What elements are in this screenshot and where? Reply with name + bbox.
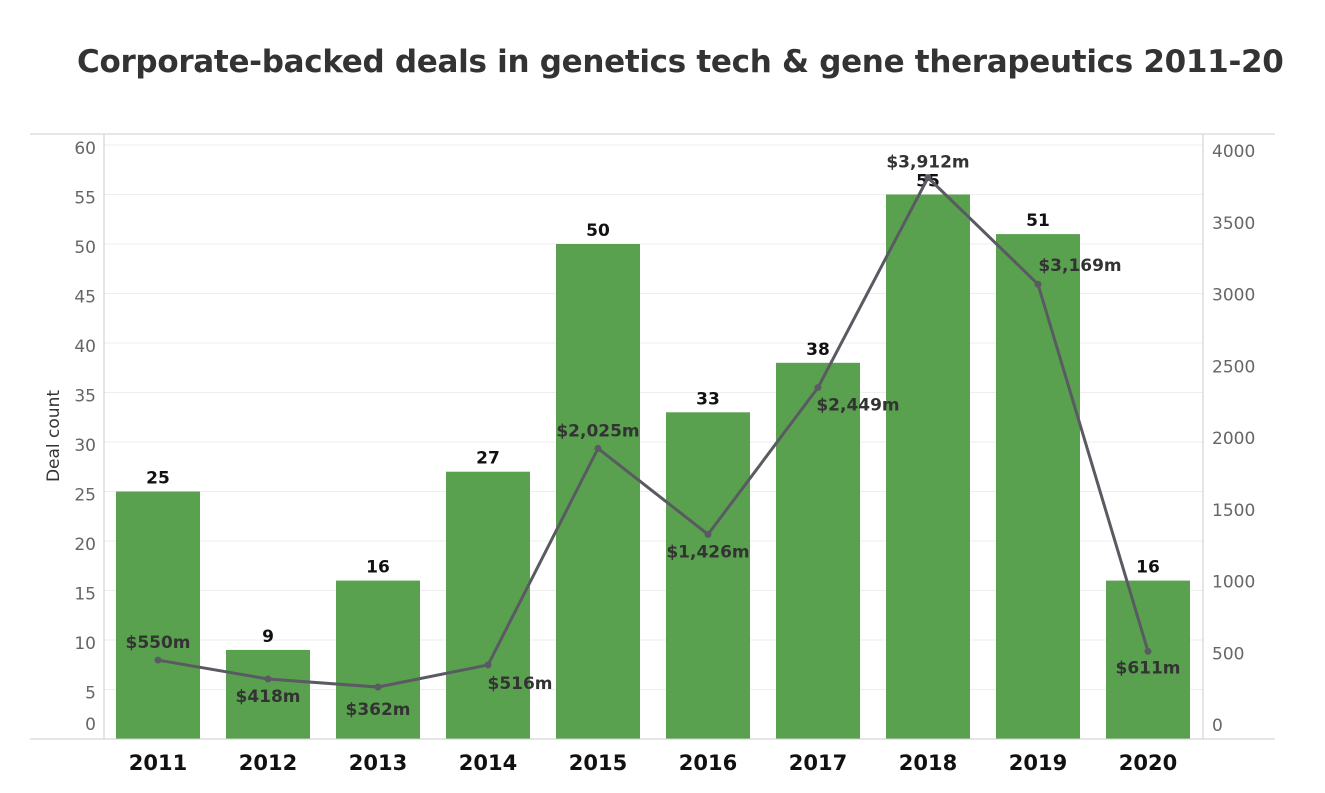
funding-point [484, 661, 492, 669]
x-tick-label: 2011 [129, 751, 187, 775]
y-tick-label: 20 [74, 535, 96, 555]
y2-tick-label: 3500 [1212, 214, 1255, 234]
funding-value-label: $3,169m [1038, 256, 1121, 276]
bar-value-label: 50 [586, 221, 610, 241]
bar [996, 234, 1080, 739]
funding-value-label: $516m [487, 674, 552, 694]
bar [886, 194, 970, 739]
bar-value-label: 38 [806, 340, 830, 360]
y-tick-label: 50 [74, 238, 96, 258]
y-axis-title: Deal count [44, 390, 64, 482]
funding-point [264, 675, 272, 683]
y-tick-label: 30 [74, 436, 96, 456]
funding-point [1144, 647, 1152, 655]
y2-tick-label: 1000 [1212, 573, 1255, 593]
funding-point [814, 384, 822, 392]
bar-value-label: 51 [1026, 211, 1050, 231]
y-tick-label: 55 [74, 189, 96, 209]
bar-value-label: 25 [146, 469, 170, 489]
x-tick-label: 2019 [1009, 751, 1067, 775]
funding-point [924, 174, 932, 182]
x-tick-label: 2020 [1119, 751, 1177, 775]
funding-value-label: $2,025m [556, 421, 639, 441]
funding-point [594, 444, 602, 452]
y-tick-label: 10 [74, 634, 96, 654]
bar-value-label: 27 [476, 449, 500, 469]
bar [1106, 580, 1190, 739]
x-tick-label: 2013 [349, 751, 407, 775]
bar [226, 649, 310, 739]
x-tick-label: 2015 [569, 751, 627, 775]
y-tick-label: 25 [74, 486, 96, 506]
y2-tick-label: 500 [1212, 644, 1244, 664]
y-tick-label: 15 [74, 585, 96, 605]
funding-line [157, 175, 1150, 689]
bar [446, 471, 530, 739]
x-tick-label: 2016 [679, 751, 737, 775]
funding-value-label: $611m [1115, 658, 1180, 678]
y2-tick-label: 0 [1212, 716, 1223, 736]
y2-tick-label: 2000 [1212, 429, 1255, 449]
funding-point [154, 656, 162, 664]
y-tick-label: 35 [74, 387, 96, 407]
bar [556, 244, 640, 739]
y2-tick-label: 2500 [1212, 357, 1255, 377]
funding-value-label: $418m [235, 687, 300, 707]
funding-value-label: $1,426m [666, 542, 749, 562]
x-tick-label: 2012 [239, 751, 297, 775]
bar [116, 491, 200, 739]
bar-value-label: 16 [1136, 558, 1160, 578]
y-tick-label: 40 [74, 337, 96, 357]
bar-value-label: 16 [366, 558, 390, 578]
bar [776, 362, 860, 739]
funding-point [374, 683, 382, 691]
y-tick-label: 60 [74, 139, 96, 159]
funding-value-label: $3,912m [886, 153, 969, 173]
bar [336, 580, 420, 739]
y2-tick-label: 3000 [1212, 286, 1255, 306]
y-tick-label: 0 [85, 715, 96, 735]
bar [666, 412, 750, 739]
funding-point [704, 530, 712, 538]
bar-value-label: 33 [696, 389, 720, 409]
y-tick-label: 45 [74, 288, 96, 308]
y2-tick-label: 4000 [1212, 142, 1255, 162]
funding-value-label: $550m [125, 633, 190, 653]
funding-value-label: $362m [345, 700, 410, 720]
chart-title: Corporate-backed deals in genetics tech … [77, 44, 1284, 80]
x-tick-label: 2018 [899, 751, 957, 775]
funding-value-label: $2,449m [816, 396, 899, 416]
funding-point [1034, 280, 1042, 288]
x-tick-label: 2017 [789, 751, 847, 775]
y2-tick-label: 1500 [1212, 501, 1255, 521]
x-tick-label: 2014 [459, 751, 517, 775]
bar-value-label: 9 [262, 627, 274, 647]
y-tick-label: 5 [85, 684, 96, 704]
